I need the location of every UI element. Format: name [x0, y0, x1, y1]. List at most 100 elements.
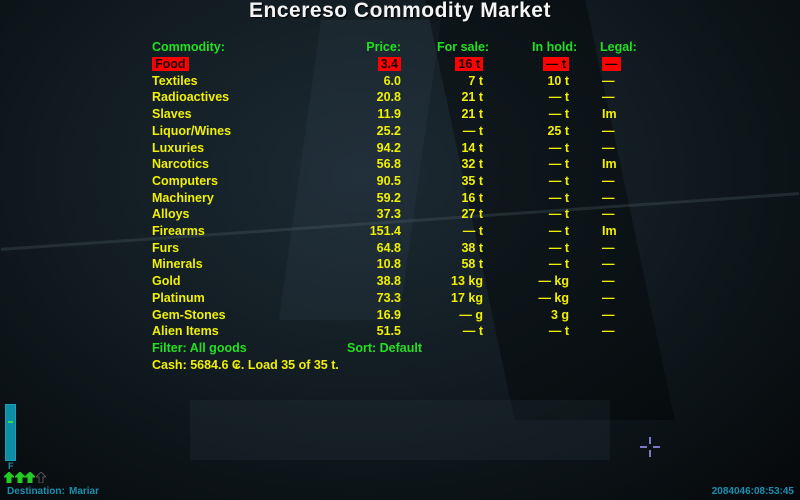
commodity-name: Radioactives — [152, 90, 229, 105]
missile-icon — [25, 472, 35, 483]
commodity-price-text: 6.0 — [383, 73, 401, 88]
commodity-name: Furs — [152, 241, 179, 256]
commodity-in-hold: — t — [500, 174, 569, 189]
commodity-in-hold: — t — [500, 224, 569, 239]
commodity-name: Minerals — [152, 257, 203, 272]
header-commodity: Commodity: — [152, 40, 225, 54]
commodity-in-hold: — t — [500, 207, 569, 222]
commodity-name-text: Firearms — [152, 224, 205, 238]
commodity-price-text: 16.9 — [376, 307, 401, 322]
commodity-name: Alien Items — [152, 324, 219, 339]
commodity-for-sale-text: 16 t — [455, 57, 483, 71]
commodity-legal: — — [602, 141, 615, 156]
commodity-for-sale: — t — [410, 224, 483, 239]
header-in-hold: In hold: — [532, 40, 578, 54]
commodity-for-sale: 14 t — [410, 141, 483, 156]
commodity-in-hold: — t — [500, 241, 569, 256]
commodity-price: 16.9 — [320, 308, 401, 323]
commodity-price: 6.0 — [320, 74, 401, 89]
commodity-name-text: Gold — [152, 274, 181, 289]
commodity-legal: — — [602, 174, 615, 189]
background-structure — [190, 400, 610, 460]
commodity-price-text: 25.2 — [376, 123, 401, 138]
commodity-in-hold-text: — t — [548, 190, 569, 205]
commodity-name: Liquor/Wines — [152, 124, 231, 139]
commodity-name-text: Textiles — [152, 73, 198, 88]
commodity-legal: — — [602, 90, 615, 105]
commodity-in-hold-text: — t — [548, 157, 569, 172]
commodity-for-sale-text: — t — [462, 224, 483, 238]
commodity-price: 73.3 — [320, 291, 401, 306]
commodity-legal: Im — [602, 107, 617, 122]
commodity-in-hold: — kg — [500, 291, 569, 306]
commodity-legal-text: — — [602, 274, 615, 289]
commodity-name: Textiles — [152, 74, 198, 89]
commodity-for-sale-text: 38 t — [461, 240, 483, 255]
commodity-legal-text: — — [602, 173, 615, 188]
commodity-in-hold: — t — [500, 157, 569, 172]
commodity-for-sale-text: 7 t — [468, 73, 483, 88]
commodity-name-text: Luxuries — [152, 140, 205, 155]
commodity-name: Platinum — [152, 291, 205, 306]
fuel-gauge — [5, 404, 16, 461]
commodity-for-sale-text: 35 t — [461, 173, 483, 188]
missile-icon — [14, 472, 25, 483]
commodity-in-hold: 25 t — [500, 124, 569, 139]
commodity-price-text: 151.4 — [369, 224, 401, 238]
commodity-legal: — — [602, 74, 615, 89]
commodity-in-hold-text: 10 t — [547, 73, 569, 88]
sort-label[interactable]: Sort: Default — [347, 341, 422, 355]
commodity-price-text: 38.8 — [376, 274, 401, 289]
commodity-legal: Im — [602, 224, 617, 239]
commodity-in-hold: — t — [500, 257, 569, 272]
commodity-legal-text: — — [602, 324, 615, 339]
commodity-in-hold-text: — t — [548, 224, 569, 238]
commodity-legal-text: Im — [602, 224, 617, 238]
commodity-name-text: Liquor/Wines — [152, 123, 232, 138]
commodity-price: 94.2 — [320, 141, 401, 156]
commodity-price-text: 10.8 — [376, 257, 401, 272]
commodity-price-text: 11.9 — [377, 107, 401, 122]
commodity-legal-text: — — [602, 140, 615, 155]
commodity-legal-text: — — [602, 307, 615, 322]
missile-icon — [4, 472, 14, 483]
missile-icon — [35, 472, 46, 483]
filter-label[interactable]: Filter: All goods — [152, 341, 247, 355]
commodity-name: Computers — [152, 174, 218, 189]
commodity-legal-text: Im — [602, 107, 617, 122]
commodity-name-text: Narcotics — [152, 157, 209, 172]
commodity-for-sale-text: 21 t — [461, 107, 483, 122]
commodity-in-hold: — kg — [500, 274, 569, 289]
commodity-legal: — — [602, 124, 615, 139]
commodity-for-sale-text: 17 kg — [451, 290, 483, 305]
commodity-name: Gold — [152, 274, 180, 289]
commodity-for-sale: 17 kg — [410, 291, 483, 306]
commodity-legal: — — [602, 274, 615, 289]
commodity-legal-text: — — [602, 190, 615, 205]
commodity-price-text: 37.3 — [376, 207, 401, 222]
commodity-in-hold-text: 3 g — [550, 307, 569, 322]
commodity-price: 90.5 — [320, 174, 401, 189]
commodity-in-hold: 3 g — [500, 308, 569, 323]
commodity-name-text: Alien Items — [152, 324, 219, 339]
commodity-price-text: 51.5 — [376, 324, 401, 339]
header-price: Price: — [366, 40, 401, 54]
commodity-in-hold-text: — t — [548, 257, 569, 272]
commodity-legal-text: — — [602, 123, 615, 138]
commodity-legal-text: — — [602, 57, 621, 71]
commodity-in-hold-text: — t — [548, 140, 569, 155]
commodity-in-hold-text: — t — [548, 324, 569, 339]
commodity-legal: — — [602, 191, 615, 206]
commodity-name-text: Computers — [152, 173, 218, 188]
commodity-price-text: 73.3 — [376, 290, 401, 305]
commodity-for-sale-text: 16 t — [461, 190, 483, 205]
commodity-price: 56.8 — [320, 157, 401, 172]
commodity-for-sale-text: — t — [462, 123, 483, 138]
destination-label: Destination: — [7, 486, 65, 497]
commodity-name-text: Furs — [152, 240, 180, 255]
commodity-legal-text: — — [602, 240, 615, 255]
commodity-for-sale: — t — [410, 124, 483, 139]
commodity-name: Slaves — [152, 107, 192, 122]
commodity-in-hold-text: — kg — [538, 290, 569, 305]
commodity-name: Luxuries — [152, 141, 204, 156]
